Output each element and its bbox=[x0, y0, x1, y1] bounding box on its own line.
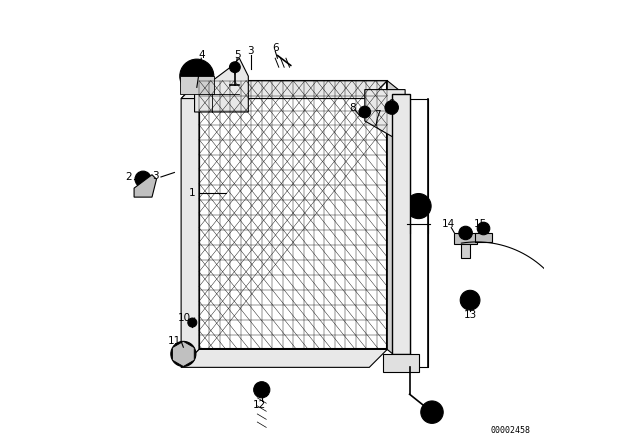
Text: 3: 3 bbox=[247, 46, 254, 56]
Circle shape bbox=[459, 226, 472, 240]
Polygon shape bbox=[365, 90, 405, 139]
Bar bbox=[199, 81, 387, 349]
Polygon shape bbox=[173, 341, 194, 366]
Bar bbox=[461, 244, 470, 258]
Polygon shape bbox=[181, 349, 387, 367]
Text: 1: 1 bbox=[189, 188, 196, 198]
Polygon shape bbox=[387, 81, 410, 367]
Bar bbox=[180, 76, 214, 94]
Circle shape bbox=[253, 382, 270, 398]
Circle shape bbox=[359, 106, 371, 118]
Text: 12: 12 bbox=[253, 400, 266, 409]
Bar bbox=[392, 94, 410, 354]
Text: 15: 15 bbox=[474, 219, 487, 229]
Polygon shape bbox=[410, 99, 428, 367]
Polygon shape bbox=[195, 58, 248, 112]
Text: 5: 5 bbox=[234, 50, 241, 60]
Bar bbox=[475, 233, 493, 242]
Circle shape bbox=[406, 194, 431, 219]
Polygon shape bbox=[134, 175, 157, 197]
Text: 10: 10 bbox=[178, 313, 191, 323]
Circle shape bbox=[188, 318, 197, 327]
Polygon shape bbox=[181, 81, 199, 367]
Circle shape bbox=[460, 290, 480, 310]
Circle shape bbox=[385, 101, 398, 114]
Text: 8: 8 bbox=[349, 103, 356, 112]
Text: 6: 6 bbox=[272, 43, 278, 53]
Text: 9: 9 bbox=[388, 99, 395, 109]
Polygon shape bbox=[181, 81, 387, 99]
Text: 11: 11 bbox=[167, 336, 180, 346]
Circle shape bbox=[421, 401, 444, 423]
Bar bbox=[454, 233, 477, 244]
Text: 3: 3 bbox=[152, 171, 159, 181]
Circle shape bbox=[477, 222, 490, 235]
Circle shape bbox=[135, 171, 151, 187]
Text: 4: 4 bbox=[199, 50, 205, 60]
Text: 14: 14 bbox=[442, 219, 455, 229]
Text: 00002458: 00002458 bbox=[491, 426, 531, 435]
Text: 7: 7 bbox=[374, 110, 381, 120]
Polygon shape bbox=[383, 354, 419, 372]
Text: 13: 13 bbox=[463, 310, 477, 320]
Text: 2: 2 bbox=[125, 172, 132, 182]
Circle shape bbox=[171, 341, 196, 366]
Circle shape bbox=[230, 62, 240, 73]
Polygon shape bbox=[199, 81, 387, 349]
Circle shape bbox=[180, 59, 214, 93]
